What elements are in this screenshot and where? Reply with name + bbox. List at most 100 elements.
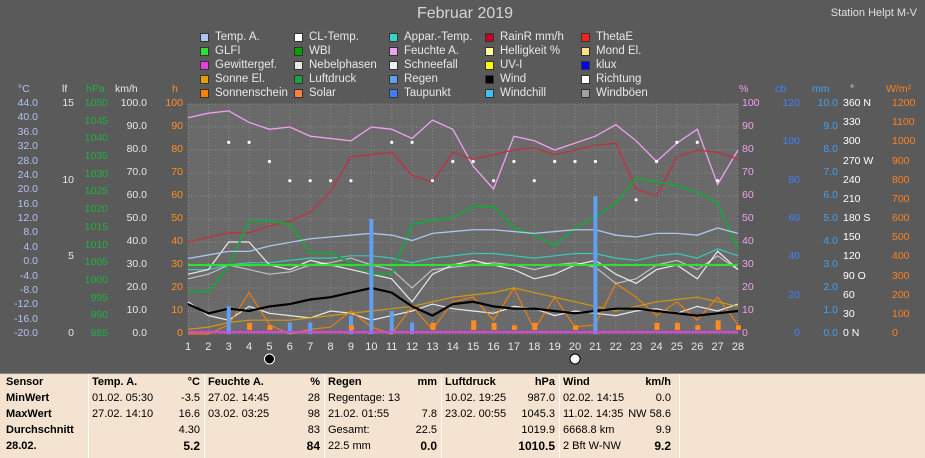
legend-swatch	[389, 88, 398, 98]
legend-label: Windböen	[596, 87, 648, 99]
y-tick-label: 985	[90, 327, 108, 339]
y-tick-label: 100.0	[120, 97, 147, 109]
legend-item[interactable]: Helligkeit %	[485, 45, 560, 57]
y-tick-label: 40	[788, 250, 800, 263]
y-tick-label: 10	[171, 304, 183, 316]
y-tick-label: 300	[892, 269, 910, 282]
sunshine-bar	[654, 322, 660, 330]
legend-item[interactable]: Taupunkt	[389, 87, 451, 99]
legend-label: Helligkeit %	[500, 45, 561, 57]
y-tick-label: 0	[892, 327, 898, 339]
table-header: Regen mm	[328, 374, 441, 390]
y-tick-label: 9.0	[823, 120, 838, 132]
sunshine-bar	[471, 320, 477, 330]
legend-item[interactable]: Luftdruck	[294, 73, 356, 85]
legend-item[interactable]: GLFI	[200, 45, 241, 57]
legend-item[interactable]: ThetaE	[581, 31, 633, 43]
y-tick-label: -12.0	[14, 298, 38, 311]
chart-title: Februar 2019	[416, 5, 514, 22]
y-tick-label: 20	[788, 288, 800, 301]
legend-item[interactable]: Windböen	[581, 87, 648, 99]
y-tick-label: 1035	[84, 150, 108, 163]
y-tick-label: 4.0	[823, 235, 838, 247]
legend-label: Windchill	[500, 87, 547, 99]
axis-unit-label: cb	[775, 83, 787, 95]
legend-item[interactable]: RainR mm/h	[485, 31, 564, 43]
cell-time: 23.02. 00:55	[445, 408, 507, 420]
legend-swatch	[294, 60, 303, 70]
legend-item[interactable]: Wind	[485, 73, 526, 85]
legend-item[interactable]: Gewittergef.	[200, 59, 277, 71]
day-tick-label: 28	[732, 341, 744, 353]
cell-value: 0.0	[420, 439, 437, 453]
cell-value: 1019.9	[521, 424, 555, 436]
legend-item[interactable]: Sonne El.	[200, 73, 265, 85]
legend-item[interactable]: Mond El.	[581, 45, 641, 57]
legend-label: GLFI	[215, 45, 241, 57]
legend-item[interactable]: klux	[581, 59, 616, 71]
axis-unit-label: hPa	[86, 83, 105, 95]
legend-item[interactable]: CL-Temp.	[294, 31, 359, 43]
sunshine-bar	[430, 322, 436, 330]
legend-item[interactable]: Sonnenschein	[200, 87, 288, 99]
y-tick-label: 120	[843, 250, 861, 263]
y-tick-label: 44.0	[17, 97, 38, 109]
y-tick-label: 5.0	[823, 212, 838, 224]
y-tick-label: -8.0	[19, 283, 38, 296]
legend-label: klux	[596, 59, 617, 71]
column-separator	[88, 374, 89, 458]
new-moon-icon	[263, 353, 275, 365]
legend-item[interactable]: Feuchte A.	[389, 45, 459, 57]
column-separator	[324, 374, 325, 458]
cell-time: 01.02. 05:30	[92, 392, 154, 404]
y-tick-label: 180 S	[843, 212, 871, 224]
legend-item[interactable]: Nebelphasen	[294, 59, 377, 71]
y-tick-label: 32.0	[17, 140, 38, 153]
wind-direction-marker	[491, 179, 496, 183]
y-tick-label: 1025	[84, 185, 108, 198]
y-tick-label: 30	[843, 307, 855, 320]
legend-label: WBI	[309, 45, 331, 57]
y-tick-label: 20	[171, 281, 183, 293]
legend-item[interactable]: Solar	[294, 87, 336, 99]
background-trace	[187, 241, 739, 303]
y-tick-label: 10	[62, 173, 74, 186]
cell-time: 2 Bft W-NW	[563, 440, 621, 452]
table-row: 02.02. 14:15 0.0	[563, 390, 675, 406]
full-moon-icon	[569, 353, 581, 365]
wind-direction-marker	[695, 140, 699, 144]
legend-item[interactable]: WBI	[294, 45, 331, 57]
background-trace	[188, 282, 739, 335]
legend-swatch	[389, 60, 398, 70]
legend-item[interactable]: Appar.-Temp.	[389, 31, 472, 43]
legend-item[interactable]: UV-I	[485, 59, 522, 71]
wind-direction-marker	[634, 198, 638, 202]
cell-value: 98	[307, 408, 320, 420]
table-row: MaxWert	[6, 406, 86, 422]
legend-swatch	[294, 46, 303, 56]
y-tick-label: 30.0	[126, 258, 147, 270]
sunshine-bar	[491, 322, 497, 330]
day-tick-label: 7	[307, 341, 313, 353]
table-row: 03.02. 03:25 98	[208, 406, 324, 422]
cell-value: 4.30	[178, 424, 200, 436]
wind-direction-marker	[390, 140, 394, 144]
column-separator	[679, 374, 680, 458]
legend-item[interactable]: Windchill	[485, 87, 546, 99]
table-row: 84	[208, 438, 324, 454]
y-tick-label: 5	[68, 250, 74, 263]
cell-value: 7.8	[421, 408, 437, 420]
wind-direction-marker	[675, 140, 679, 144]
legend-swatch	[294, 74, 303, 84]
legend-item[interactable]: Regen	[389, 73, 438, 85]
legend-item[interactable]: Richtung	[581, 73, 641, 85]
day-tick-label: 10	[365, 341, 377, 353]
y-tick-label: 80.0	[126, 143, 147, 155]
y-tick-label: 600	[892, 212, 910, 224]
rain-bar	[226, 306, 231, 334]
cell-time: 27.02. 14:10	[92, 408, 154, 420]
wind-direction-marker	[430, 179, 435, 183]
legend-item[interactable]: Schneefall	[389, 59, 458, 71]
day-tick-label: 23	[630, 341, 642, 353]
legend-item[interactable]: Temp. A.	[200, 31, 260, 43]
